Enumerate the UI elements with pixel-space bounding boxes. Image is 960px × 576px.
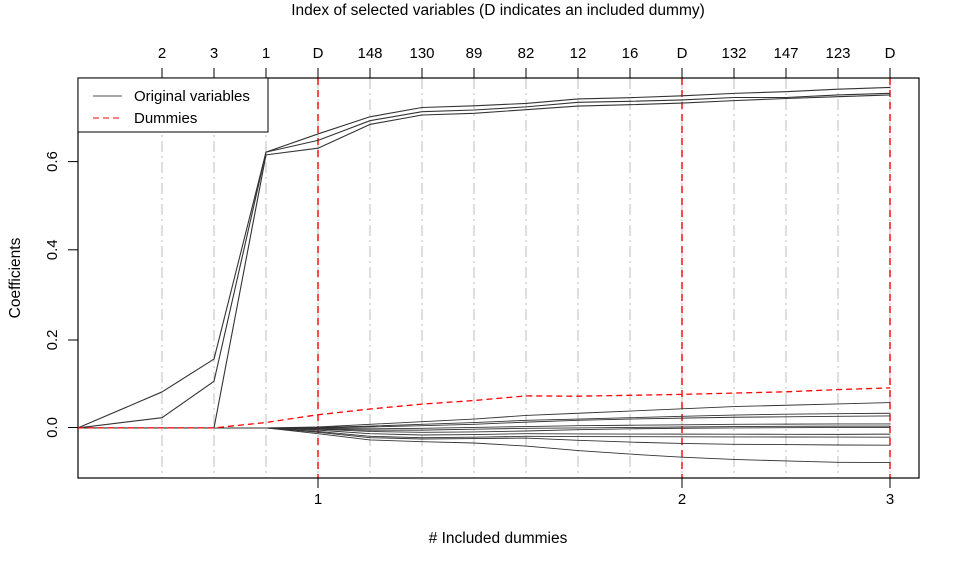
- svg-text:132: 132: [721, 45, 746, 62]
- svg-text:0.0: 0.0: [44, 417, 61, 438]
- svg-text:3: 3: [210, 45, 218, 62]
- svg-text:D: D: [313, 45, 324, 62]
- svg-text:147: 147: [773, 45, 798, 62]
- svg-text:D: D: [677, 45, 688, 62]
- svg-text:1: 1: [262, 45, 270, 62]
- svg-text:2: 2: [678, 491, 686, 508]
- svg-text:Coefficients: Coefficients: [7, 237, 24, 318]
- svg-text:16: 16: [622, 45, 639, 62]
- svg-text:0.2: 0.2: [44, 330, 61, 351]
- svg-text:2: 2: [158, 45, 166, 62]
- svg-text:D: D: [885, 45, 896, 62]
- svg-text:3: 3: [886, 491, 894, 508]
- svg-text:148: 148: [357, 45, 382, 62]
- svg-text:Index of selected variables (D: Index of selected variables (D indicates…: [291, 2, 705, 19]
- svg-text:89: 89: [466, 45, 483, 62]
- svg-text:82: 82: [518, 45, 535, 62]
- svg-text:1: 1: [314, 491, 322, 508]
- svg-text:# Included dummies: # Included dummies: [429, 530, 568, 547]
- svg-text:0.4: 0.4: [44, 239, 61, 260]
- svg-text:Original variables: Original variables: [134, 88, 250, 105]
- svg-text:12: 12: [570, 45, 587, 62]
- svg-text:130: 130: [409, 45, 434, 62]
- svg-text:123: 123: [825, 45, 850, 62]
- svg-text:Dummies: Dummies: [134, 110, 197, 127]
- svg-text:0.6: 0.6: [44, 151, 61, 172]
